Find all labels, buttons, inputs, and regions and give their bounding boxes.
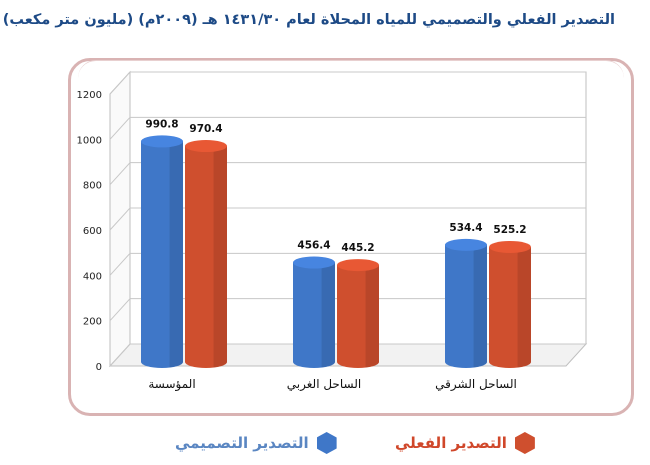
bar-shade xyxy=(365,265,379,368)
legend-item-actual: التصدير الفعلي xyxy=(395,430,535,456)
chart-title: التصدير الفعلي والتصميمي للمياه المحلاة … xyxy=(2,12,615,28)
data-label: 534.4 xyxy=(449,222,482,234)
legend-label-design: التصدير التصميمي xyxy=(175,434,309,452)
bar-top xyxy=(185,140,227,153)
x-tick-label: الساحل الشرقي xyxy=(435,377,517,392)
y-tick-label: 1200 xyxy=(77,90,102,101)
legend-item-design: التصدير التصميمي xyxy=(175,430,337,456)
bar-shade xyxy=(517,246,531,368)
y-tick-label: 200 xyxy=(83,317,102,328)
gridline xyxy=(109,162,586,186)
gridline xyxy=(109,207,586,231)
y-tick-label: 1000 xyxy=(77,135,102,146)
gridline xyxy=(109,252,586,276)
labels-layer: 990.8 970.4 456.4 445.2 534.4 525.2 xyxy=(145,118,526,254)
bar-shade xyxy=(213,146,227,368)
frame-highlight xyxy=(78,60,624,79)
axis-layer: 0 200 400 600 800 1000 1200 المؤسسة الساحل الغرب… xyxy=(77,90,517,392)
bar-top xyxy=(489,240,531,253)
gridline xyxy=(109,343,586,367)
bar-top xyxy=(141,135,183,148)
bar-shade xyxy=(473,244,487,368)
y-tick-label: 600 xyxy=(83,226,102,237)
legend-label-actual: التصدير الفعلي xyxy=(395,434,507,452)
gridline xyxy=(109,298,586,322)
bar-top xyxy=(337,259,379,272)
x-tick-label: الساحل الغربي xyxy=(287,377,361,392)
legend-swatch-actual xyxy=(514,432,535,454)
data-label: 525.2 xyxy=(493,224,526,236)
bar-shade xyxy=(169,141,183,368)
bar-shade xyxy=(321,262,335,368)
y-tick-label: 400 xyxy=(83,271,102,282)
bars-layer xyxy=(141,135,531,368)
data-label: 445.2 xyxy=(341,242,374,254)
bar-top xyxy=(445,238,487,251)
bar-top xyxy=(293,256,335,269)
gridline xyxy=(109,71,586,95)
y-tick-label: 0 xyxy=(96,362,102,373)
gridline xyxy=(109,116,586,140)
data-label: 990.8 xyxy=(145,118,178,130)
legend-swatch-design xyxy=(316,432,337,454)
data-label: 970.4 xyxy=(189,123,222,135)
x-tick-label: المؤسسة xyxy=(148,377,195,392)
y-tick-label: 800 xyxy=(83,181,102,192)
data-label: 456.4 xyxy=(297,240,330,252)
